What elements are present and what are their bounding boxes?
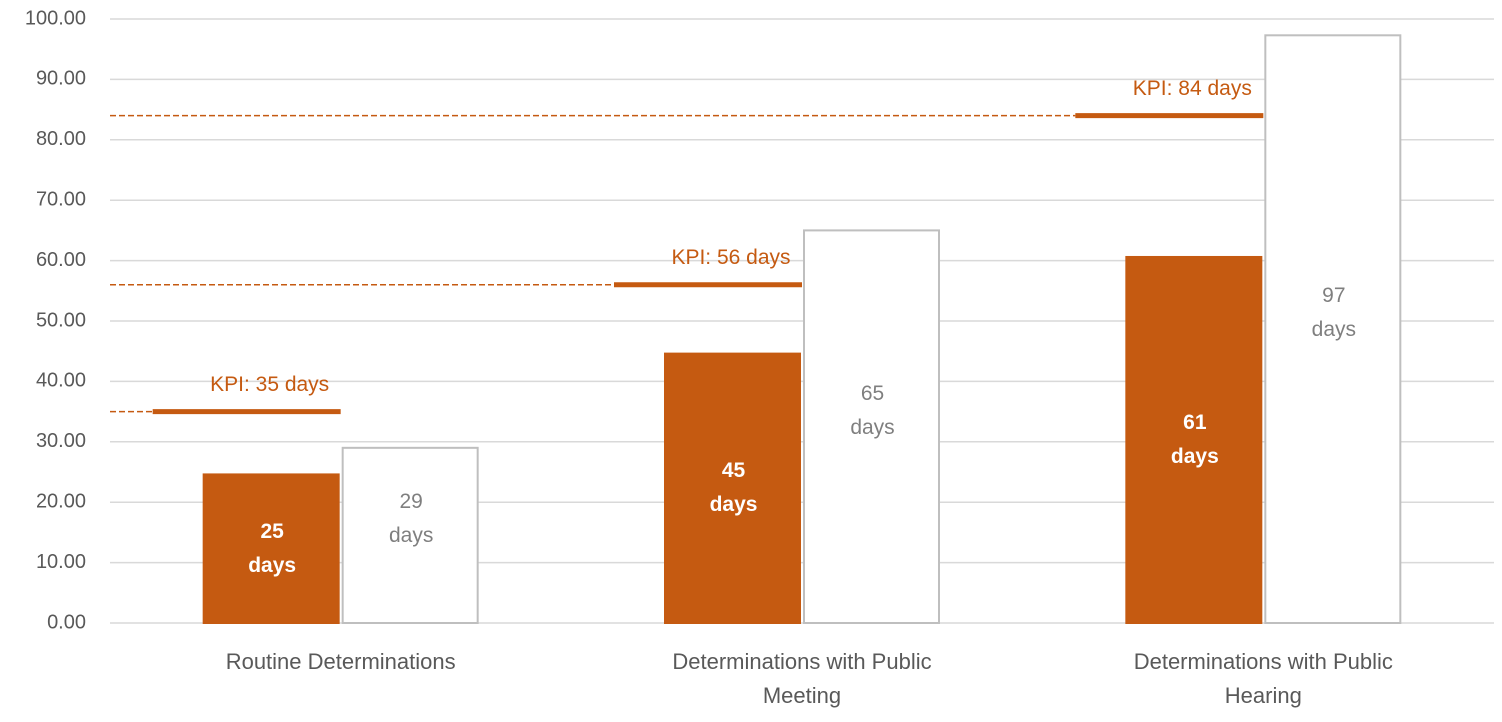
y-tick-label: 10.00 [36, 551, 86, 573]
x-tick-label: Determinations with Public Meeting [672, 649, 932, 708]
kpi-label: KPI: 35 days [210, 372, 330, 396]
data-label: 29 days [388, 490, 434, 548]
data-label: 65 days [850, 381, 895, 439]
y-tick-label: 20.00 [36, 490, 86, 512]
y-tick-label: 50.00 [36, 309, 86, 331]
x-tick-label: Determinations with Public Hearing [1133, 649, 1393, 708]
data-label: 45 days [709, 459, 758, 517]
y-tick-label: 40.00 [36, 370, 86, 392]
bar [664, 352, 801, 624]
y-tick-label: 90.00 [36, 68, 86, 90]
bar [803, 229, 940, 624]
data-label: 61 days [1170, 410, 1219, 468]
y-tick-label: 30.00 [36, 430, 86, 452]
data-label: 97 days [1311, 284, 1356, 342]
bar [1125, 255, 1263, 624]
bar [1264, 34, 1402, 625]
y-tick-label: 0.00 [47, 611, 86, 633]
bar [202, 473, 340, 624]
y-tick-label: 100.00 [25, 7, 86, 29]
y-tick-label: 80.00 [36, 128, 86, 150]
x-tick-label: Routine Determinations [225, 649, 456, 674]
y-tick-label: 70.00 [36, 188, 86, 210]
kpi-label: KPI: 56 days [671, 245, 791, 269]
data-label: 25 days [248, 519, 297, 577]
bar [341, 446, 479, 624]
y-tick-label: 60.00 [36, 249, 86, 271]
kpi-label: KPI: 84 days [1132, 76, 1252, 100]
